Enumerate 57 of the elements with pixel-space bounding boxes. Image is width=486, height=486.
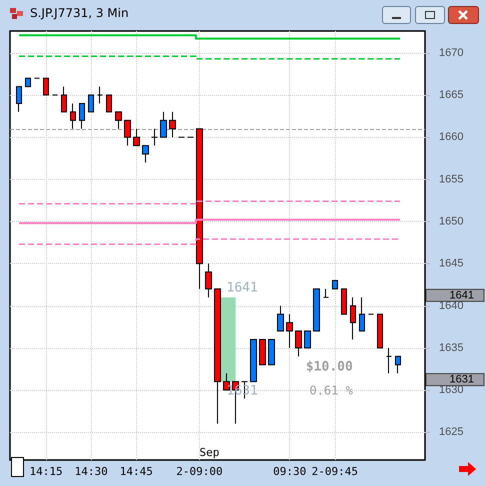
x-tick-label: 14:45: [120, 465, 153, 478]
candlestick: [16, 86, 22, 112]
text: 1641: [450, 289, 474, 302]
candlestick: [259, 338, 266, 366]
y-tick-label: 1645: [439, 258, 464, 270]
candlestick: [61, 86, 67, 112]
candlestick: [268, 338, 275, 366]
candlestick: [142, 145, 149, 163]
candlestick: [124, 120, 131, 146]
candlestick: [341, 288, 347, 315]
annotation: $10.00: [306, 360, 353, 375]
y-tick-label: 1655: [439, 173, 464, 186]
candlestick: [205, 263, 212, 298]
annotation: Sep: [199, 446, 220, 459]
x-tick-label: 14:15: [30, 465, 63, 478]
candlestick: [151, 128, 158, 146]
annotation: 1641: [226, 280, 258, 296]
y-tick-label: 1660: [439, 131, 464, 144]
candlestick: [313, 288, 320, 332]
candlestick: [223, 372, 230, 391]
y-tick-label: 1650: [439, 215, 464, 228]
candlestick: [115, 111, 122, 130]
candlestick: [350, 296, 356, 340]
candlestick: [79, 102, 85, 130]
candlestick: [295, 330, 302, 357]
y-tick-label: 1635: [439, 342, 464, 354]
candlestick: [323, 288, 329, 298]
candlestick: [395, 356, 401, 374]
x-tick-label: 2-09:45: [312, 465, 358, 478]
y-tick-label: 1665: [439, 89, 464, 102]
candlestick: [332, 280, 338, 290]
x-tick-label: 2-09:00: [176, 465, 223, 478]
y-tick-label: 1640: [439, 300, 464, 312]
candlestick: [25, 78, 31, 88]
candlestick: [304, 330, 311, 348]
candlestick: [97, 86, 103, 104]
candlestick: [250, 338, 257, 382]
chart-title: S.JP.J7731, 3 Min: [30, 6, 129, 20]
x-tick-label: 14:30: [74, 465, 108, 478]
y-tick-label: 1625: [439, 426, 464, 438]
annotation: 0.61 %: [309, 384, 354, 398]
x-tick-label: 09:30: [273, 465, 306, 478]
candlestick: [214, 288, 221, 424]
candlestick: [386, 347, 392, 374]
y-tick-label: 1670: [439, 46, 464, 59]
candlestick: [169, 111, 176, 138]
candlestick: [377, 314, 383, 348]
candlestick: [70, 102, 76, 130]
candlestick: [88, 94, 94, 112]
candlestick: [277, 305, 284, 332]
candlestick: [133, 128, 140, 146]
candlestick: [43, 78, 49, 96]
candlestick: [286, 314, 293, 348]
candlestick: [160, 111, 167, 138]
text: 1631: [450, 374, 474, 386]
candlestick: [106, 94, 112, 112]
candlestick: [359, 296, 365, 332]
